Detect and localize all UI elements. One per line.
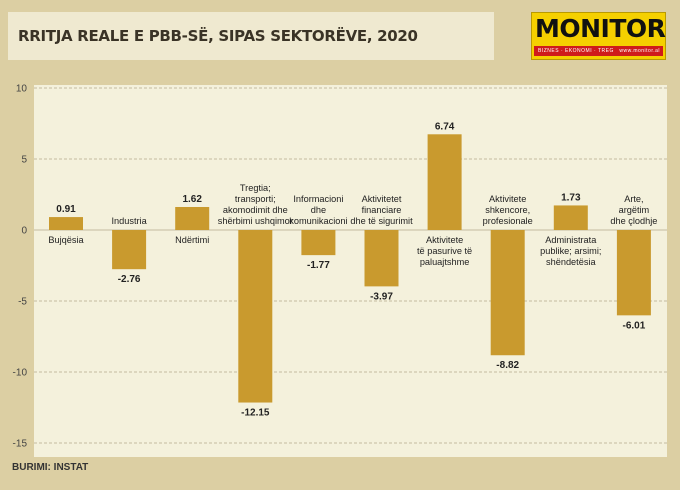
logo-strip: BIZNES · EKONOMI · TREG www.monitor.al <box>534 46 663 56</box>
logo-word: MONITOR <box>535 14 666 43</box>
value-label: 1.73 <box>561 192 581 203</box>
category-label: dhe të sigurimit <box>350 216 413 226</box>
y-tick-label: 5 <box>21 155 27 166</box>
category-label: akomodimit dhe <box>223 205 288 215</box>
category-labels: Bujqësia Industria Ndërtimi Tregtia;transpo… <box>48 183 657 267</box>
bar <box>112 230 147 270</box>
category-label: argëtim <box>619 205 650 215</box>
category-label: Tregtia; <box>240 183 271 193</box>
category-label: shëndetësia <box>546 257 596 267</box>
category-label: profesionale <box>483 216 533 226</box>
category-label: dhe çlodhje <box>610 216 657 226</box>
bar <box>49 217 83 230</box>
chart-title-box: RRITJA REALE E PBB-SË, SIPAS SEKTORËVE, … <box>8 12 494 60</box>
y-tick-label: 10 <box>16 84 28 95</box>
category-label: të pasurive të <box>417 246 472 256</box>
bar <box>490 230 525 356</box>
value-label: 1.62 <box>182 194 202 205</box>
logo-url: www.monitor.al <box>619 48 660 54</box>
category-label: Administrata <box>545 235 597 245</box>
value-label: -3.97 <box>370 291 393 302</box>
category-label: publike; arsimi; <box>540 246 601 256</box>
category-label: paluajtshme <box>420 257 470 267</box>
value-labels: 0.91 -2.76 1.62 -12.15 -1.77 -3.97 6.74 -8.82 1.… <box>56 121 645 418</box>
y-tick-label: 0 <box>21 226 27 237</box>
monitor-logo: MONITOR BIZNES · EKONOMI · TREG www.moni… <box>531 12 666 60</box>
category-label: komunikacioni <box>289 216 347 226</box>
y-tick-label: -5 <box>18 297 27 308</box>
bars <box>49 134 651 403</box>
source-note: BURIMI: INSTAT <box>12 462 89 473</box>
category-label: shërbimi ushqimor <box>218 216 293 226</box>
category-label: Arte, <box>624 194 643 204</box>
category-label: Aktivitete <box>489 194 526 204</box>
category-label: financiare <box>362 205 402 215</box>
value-label: -2.76 <box>118 274 141 285</box>
category-label: Aktivitete <box>426 235 463 245</box>
category-label: Informacioni <box>293 194 343 204</box>
value-label: 0.91 <box>56 204 76 215</box>
category-label: Ndërtimi <box>175 235 209 245</box>
value-label: -1.77 <box>307 260 330 271</box>
category-label: Industria <box>111 216 147 226</box>
category-label: Bujqësia <box>48 235 84 245</box>
category-label: Aktivitetet <box>362 194 402 204</box>
y-tick-label: -15 <box>13 439 28 450</box>
plot-area <box>34 85 667 457</box>
bar <box>175 206 210 230</box>
y-tick-label: -10 <box>13 368 28 379</box>
bar <box>238 230 273 403</box>
value-label: -6.01 <box>623 320 646 331</box>
category-label: transporti; <box>235 194 276 204</box>
logo-tagline: BIZNES · EKONOMI · TREG <box>538 48 614 54</box>
value-label: 6.74 <box>435 121 455 132</box>
bar <box>616 230 651 316</box>
value-label: -8.82 <box>496 360 519 371</box>
chart-title: RRITJA REALE E PBB-SË, SIPAS SEKTORËVE, … <box>18 27 418 45</box>
bar <box>301 230 336 256</box>
y-axis: 10 5 0 -5 -10 -15 <box>13 84 28 450</box>
bar <box>553 205 588 230</box>
bar <box>427 134 462 230</box>
bar <box>364 230 399 287</box>
category-label: shkencore, <box>485 205 530 215</box>
category-label: dhe <box>311 205 326 215</box>
value-label: -12.15 <box>241 408 270 419</box>
